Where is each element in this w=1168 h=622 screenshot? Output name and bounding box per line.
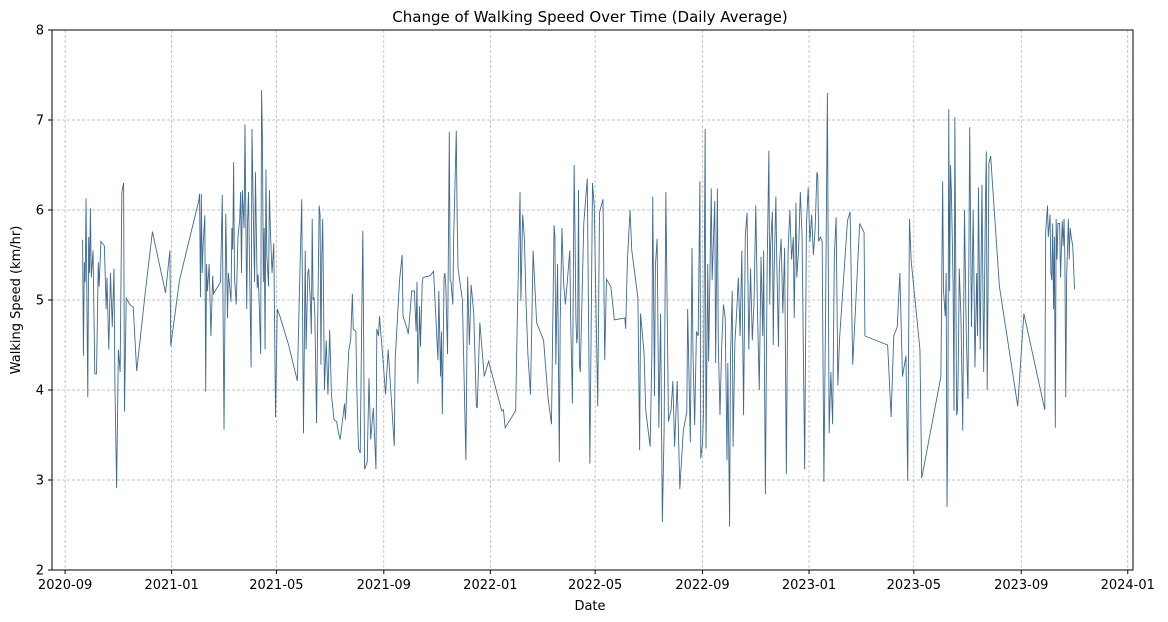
axis-ticks: 2020-09 2021-01 2021-05 2021-09 2022-01 2022-… — [36, 24, 1155, 594]
x-tick-label: 2024-01 — [1101, 578, 1155, 593]
y-axis-label: Walking Speed (km/hr) — [9, 226, 24, 375]
x-tick-label: 2021-05 — [249, 578, 303, 593]
y-tick-label: 8 — [36, 24, 44, 39]
x-tick-label: 2022-09 — [675, 578, 729, 593]
plot-frame — [51, 29, 1134, 571]
x-tick-label: 2023-05 — [887, 578, 941, 593]
x-axis-label: Date — [574, 599, 605, 614]
y-tick-label: 5 — [36, 294, 44, 309]
chart-title: Change of Walking Speed Over Time (Daily… — [392, 8, 787, 26]
x-tick-label: 2023-09 — [994, 578, 1048, 593]
y-tick-label: 4 — [36, 384, 44, 399]
x-tick-label: 2021-09 — [357, 578, 411, 593]
x-tick-label: 2022-05 — [568, 578, 622, 593]
x-tick-label: 2023-01 — [782, 578, 836, 593]
series-line — [82, 90, 1075, 527]
y-tick-label: 2 — [36, 564, 44, 579]
y-tick-label: 3 — [36, 474, 44, 489]
y-tick-label: 6 — [36, 204, 44, 219]
x-tick-label: 2022-01 — [463, 578, 517, 593]
x-tick-label: 2020-09 — [38, 578, 92, 593]
y-tick-label: 7 — [36, 114, 44, 129]
x-tick-label: 2021-01 — [144, 578, 198, 593]
